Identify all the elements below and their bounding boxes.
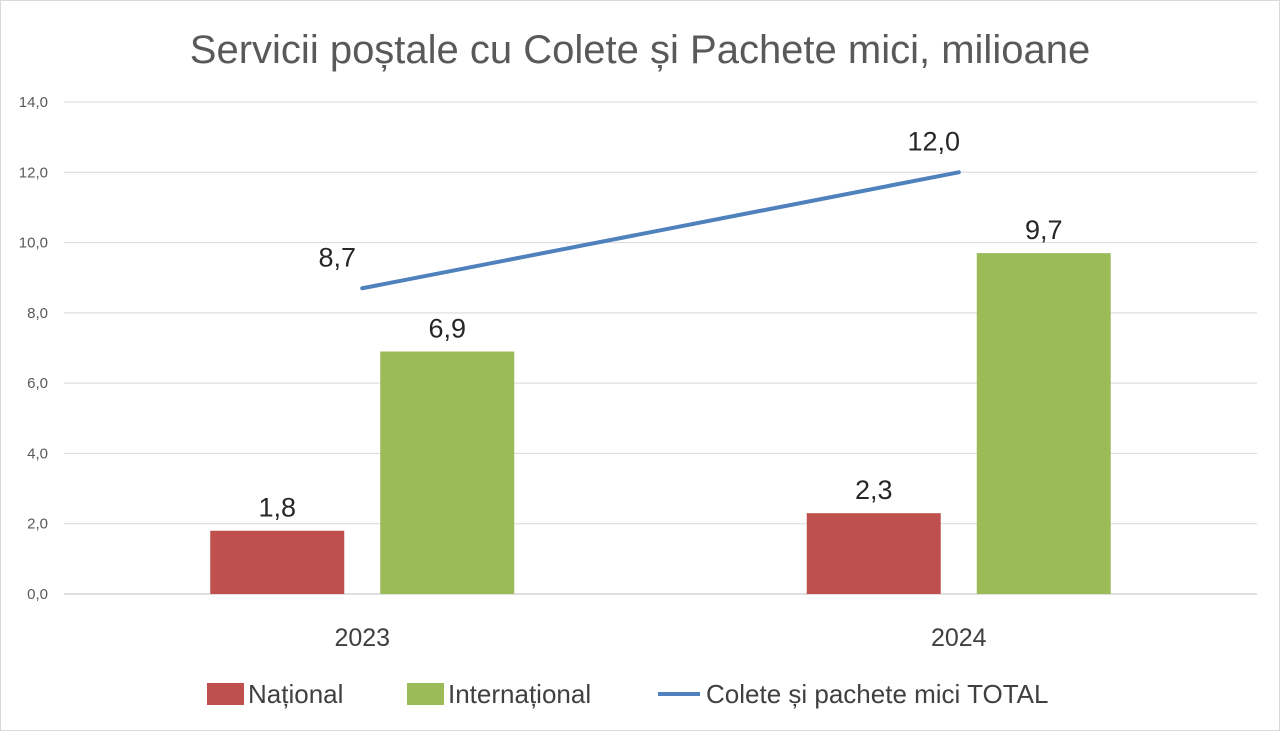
data-label: 2,3 — [855, 475, 893, 505]
y-tick-label: 8,0 — [27, 305, 48, 322]
x-tick-label: 2023 — [334, 624, 390, 652]
legend-key — [407, 683, 444, 705]
y-tick-label: 14,0 — [19, 94, 48, 111]
legend-label: Colete și pachete mici TOTAL — [706, 679, 1048, 709]
y-tick-label: 10,0 — [19, 235, 48, 252]
legend-label: Internațional — [448, 679, 591, 709]
y-tick-label: 6,0 — [27, 375, 48, 392]
legend-key — [207, 683, 244, 705]
y-tick-label: 2,0 — [27, 516, 48, 533]
bar — [806, 513, 941, 594]
total-line — [360, 170, 961, 291]
bars — [210, 253, 1111, 594]
legend: Național Internațional Colete și pachete m… — [207, 679, 1048, 709]
y-axis: 0,0 2,0 4,0 6,0 8,0 10,0 12,0 14,0 — [19, 94, 48, 603]
data-label: 8,7 — [318, 242, 356, 272]
bar — [380, 351, 515, 594]
data-label: 9,7 — [1025, 215, 1063, 245]
y-tick-label: 0,0 — [27, 586, 48, 603]
data-label: 6,9 — [428, 314, 466, 344]
series-line — [360, 170, 961, 291]
y-tick-label: 4,0 — [27, 445, 48, 462]
bar — [976, 253, 1111, 594]
data-label: 1,8 — [258, 493, 296, 523]
y-tick-label: 12,0 — [19, 164, 48, 181]
legend-label: Național — [248, 679, 343, 709]
x-axis: 2023 2024 — [334, 624, 986, 652]
data-label: 12,0 — [907, 126, 960, 156]
x-tick-label: 2024 — [931, 624, 987, 652]
bar — [210, 530, 345, 594]
data-labels: 1,8 6,9 2,3 9,7 8,7 12,0 — [258, 126, 1062, 522]
chart-title: Servicii poștale cu Colete și Pachete mi… — [190, 28, 1090, 72]
